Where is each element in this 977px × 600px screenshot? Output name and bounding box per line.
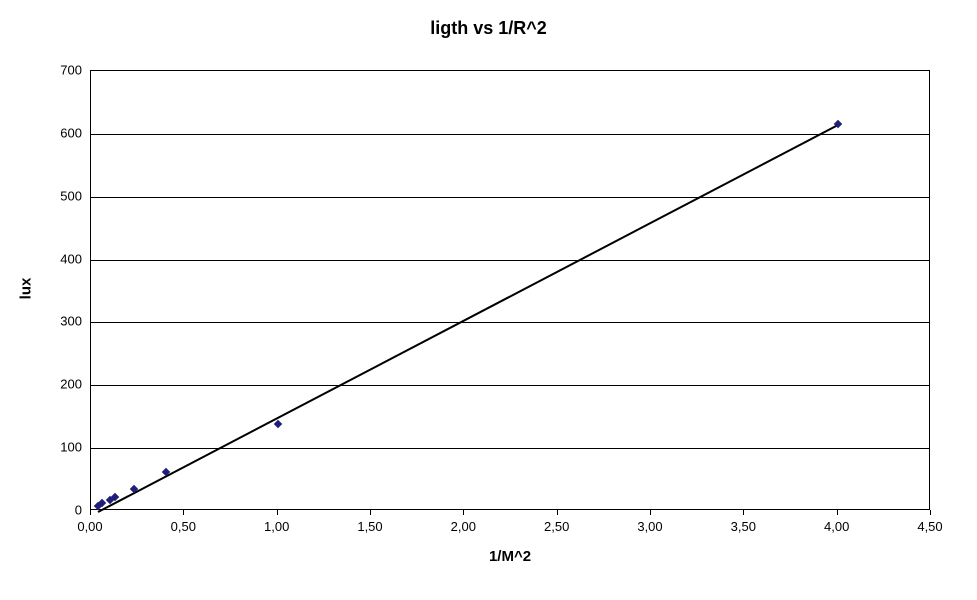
x-tick-label: 2,50 [544, 519, 569, 534]
grid-line-h [91, 260, 929, 261]
grid-line-h [91, 134, 929, 135]
y-tick-label: 0 [75, 503, 82, 518]
trendline [98, 125, 838, 513]
y-tick-label: 600 [60, 125, 82, 140]
x-tick-label: 3,50 [731, 519, 756, 534]
x-axis-label: 1/M^2 [90, 548, 930, 565]
y-tick-label: 100 [60, 440, 82, 455]
x-tick [743, 510, 744, 515]
y-axis-label: lux [18, 269, 35, 309]
chart-title: ligth vs 1/R^2 [0, 18, 977, 39]
x-tick [837, 510, 838, 515]
y-tick-label: 700 [60, 63, 82, 78]
y-tick-label: 500 [60, 188, 82, 203]
x-tick-label: 2,00 [451, 519, 476, 534]
x-tick-label: 0,00 [77, 519, 102, 534]
x-tick-label: 1,50 [357, 519, 382, 534]
y-tick-label: 300 [60, 314, 82, 329]
x-tick [650, 510, 651, 515]
x-tick [370, 510, 371, 515]
y-tick-label: 400 [60, 251, 82, 266]
grid-line-h [91, 197, 929, 198]
x-tick-label: 4,00 [824, 519, 849, 534]
grid-line-h [91, 322, 929, 323]
data-point [273, 420, 281, 428]
x-tick [90, 510, 91, 515]
x-tick [930, 510, 931, 515]
x-tick-label: 3,00 [637, 519, 662, 534]
x-tick-label: 1,00 [264, 519, 289, 534]
x-tick-label: 0,50 [171, 519, 196, 534]
plot-area [90, 70, 930, 510]
x-tick [277, 510, 278, 515]
grid-line-h [91, 385, 929, 386]
x-tick-label: 4,50 [917, 519, 942, 534]
x-tick [557, 510, 558, 515]
x-tick [463, 510, 464, 515]
x-tick [183, 510, 184, 515]
y-tick-label: 200 [60, 377, 82, 392]
chart-container: ligth vs 1/R^2 lux 1/M^2 0 100 200 300 400 50… [0, 0, 977, 600]
